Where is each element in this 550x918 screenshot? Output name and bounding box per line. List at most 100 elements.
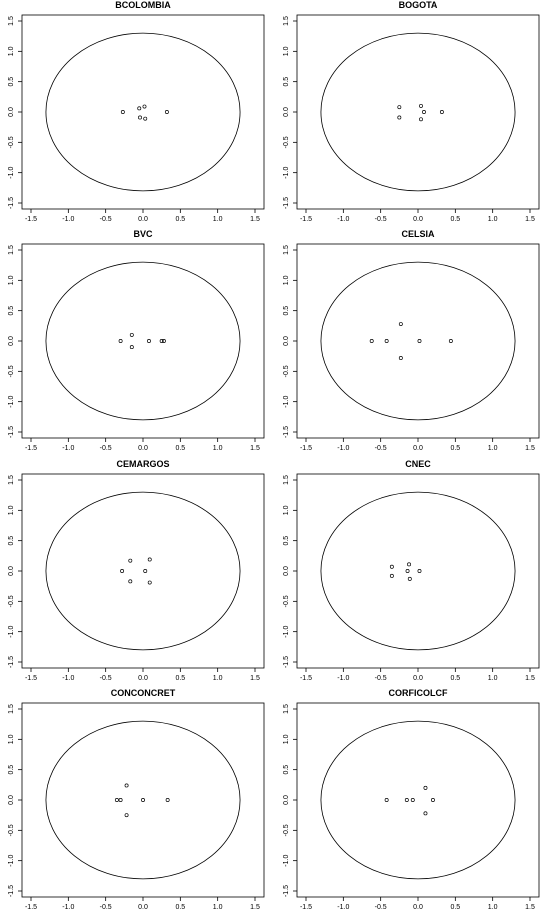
data-point bbox=[143, 116, 148, 121]
plot-frame bbox=[21, 702, 265, 898]
circle-outline bbox=[45, 491, 241, 651]
x-tick-label: 1.0 bbox=[213, 216, 223, 223]
y-tick-label: 0.0 bbox=[8, 336, 15, 346]
x-tick-label: 0.0 bbox=[138, 216, 148, 223]
y-tick-label: 0.0 bbox=[283, 795, 290, 805]
chart-panel: CELSIA -1.5 -1.0 -0.5 0.0 0.5 1.0 1.5 -1.5 -1.0 -0… bbox=[275, 229, 550, 458]
y-tick-label: -1.0 bbox=[8, 855, 15, 867]
data-point bbox=[419, 103, 423, 108]
x-tick-label: 1.5 bbox=[250, 216, 260, 223]
chart-title: BVC bbox=[133, 229, 153, 239]
x-tick-label: -1.5 bbox=[25, 445, 37, 452]
x-tick-label: 1.5 bbox=[250, 675, 260, 682]
y-tick-label: 0.0 bbox=[8, 795, 15, 805]
y-tick-label: -0.5 bbox=[8, 824, 15, 836]
data-point bbox=[161, 339, 166, 343]
y-tick-label: 1.5 bbox=[8, 704, 15, 714]
data-point bbox=[417, 569, 422, 573]
chart-panel: BVC -1.5 -1.0 -0.5 0.0 0.5 1.0 1.5 -1.5 -1.0 -0.5 0… bbox=[0, 229, 275, 458]
y-tick-label: -1.5 bbox=[8, 197, 15, 209]
x-tick-label: -1.5 bbox=[300, 216, 312, 223]
x-tick-label: 0.5 bbox=[175, 216, 185, 223]
circle-outline bbox=[320, 261, 516, 421]
data-point bbox=[129, 332, 134, 337]
y-tick-label: -1.5 bbox=[8, 885, 15, 897]
x-tick-label: -1.0 bbox=[337, 445, 349, 452]
x-tick-label: 0.5 bbox=[175, 904, 185, 911]
x-tick-label: 0.0 bbox=[138, 445, 148, 452]
data-point bbox=[128, 579, 133, 584]
data-point bbox=[404, 798, 409, 802]
x-tick-label: 0.5 bbox=[175, 445, 185, 452]
plot-frame bbox=[296, 702, 540, 898]
circle-outline bbox=[320, 491, 516, 651]
data-point bbox=[164, 110, 169, 114]
chart-svg: CORFICOLCF -1.5 -1.0 -0.5 0.0 0.5 1.0 1.5 -1.5 -1… bbox=[283, 688, 540, 911]
circle-outline bbox=[320, 32, 516, 192]
y-tick-label: -1.0 bbox=[283, 167, 290, 179]
y-tick-label: -1.0 bbox=[283, 396, 290, 408]
x-tick-label: 0.0 bbox=[413, 445, 423, 452]
data-point bbox=[141, 798, 145, 802]
data-point bbox=[137, 106, 142, 111]
y-tick-label: 1.5 bbox=[8, 245, 15, 255]
data-point bbox=[147, 580, 152, 585]
x-tick-label: 0.5 bbox=[450, 904, 460, 911]
y-tick-label: -0.5 bbox=[8, 365, 15, 377]
y-tick-label: 0.0 bbox=[8, 107, 15, 117]
x-tick-label: -1.0 bbox=[62, 904, 74, 911]
x-tick-label: 1.0 bbox=[213, 445, 223, 452]
x-tick-label: -0.5 bbox=[375, 904, 387, 911]
data-point bbox=[114, 798, 119, 802]
y-tick-label: 1.5 bbox=[8, 16, 15, 26]
chart-panel: BOGOTA -1.5 -1.0 -0.5 0.0 0.5 1.0 1.5 -1.5 -1.0 -0… bbox=[275, 0, 550, 229]
x-tick-label: -1.5 bbox=[300, 904, 312, 911]
x-tick-label: 0.0 bbox=[413, 216, 423, 223]
x-tick-label: -1.5 bbox=[300, 675, 312, 682]
x-tick-label: 1.0 bbox=[213, 904, 223, 911]
chart-panel: BCOLOMBIA -1.5 -1.0 -0.5 0.0 0.5 1.0 1.5 -1.5 -1.… bbox=[0, 0, 275, 229]
x-tick-label: 0.5 bbox=[175, 675, 185, 682]
circle-outline bbox=[45, 720, 241, 880]
chart-panel: CNEC -1.5 -1.0 -0.5 0.0 0.5 1.0 1.5 -1.5 -1.0 -0.5… bbox=[275, 459, 550, 688]
y-tick-label: 0.0 bbox=[283, 566, 290, 576]
chart-panel: CONCONCRET -1.5 -1.0 -0.5 0.0 0.5 1.0 1.5 -1.5 -1… bbox=[0, 688, 275, 917]
x-tick-label: -1.0 bbox=[337, 904, 349, 911]
data-point bbox=[384, 798, 389, 802]
x-tick-label: 1.5 bbox=[525, 445, 535, 452]
x-tick-label: 1.5 bbox=[525, 216, 535, 223]
y-tick-label: -1.5 bbox=[283, 885, 290, 897]
data-point bbox=[138, 115, 142, 120]
data-point bbox=[407, 576, 412, 581]
x-tick-label: 1.5 bbox=[525, 675, 535, 682]
x-tick-label: -0.5 bbox=[100, 216, 112, 223]
data-point bbox=[398, 322, 403, 326]
x-tick-label: -0.5 bbox=[375, 445, 387, 452]
y-tick-label: -1.5 bbox=[283, 656, 290, 668]
data-point bbox=[422, 110, 426, 114]
data-point bbox=[124, 783, 129, 788]
x-tick-label: 0.5 bbox=[450, 445, 460, 452]
y-tick-label: -1.0 bbox=[8, 167, 15, 179]
y-tick-label: 0.5 bbox=[283, 306, 290, 316]
data-point bbox=[423, 785, 428, 790]
x-tick-label: 1.0 bbox=[488, 216, 498, 223]
y-tick-label: -0.5 bbox=[283, 365, 290, 377]
data-point bbox=[389, 564, 394, 569]
y-tick-label: 1.0 bbox=[8, 505, 15, 515]
x-tick-label: 1.5 bbox=[525, 904, 535, 911]
plot-frame bbox=[296, 14, 540, 210]
x-tick-label: 0.0 bbox=[138, 675, 148, 682]
y-tick-label: 1.0 bbox=[283, 734, 290, 744]
data-point bbox=[120, 110, 125, 114]
chart-svg: CEMARGOS -1.5 -1.0 -0.5 0.0 0.5 1.0 1.5 -1.5 -1.0… bbox=[8, 459, 265, 682]
x-tick-label: 0.0 bbox=[413, 904, 423, 911]
plot-frame bbox=[21, 14, 265, 210]
data-point bbox=[143, 569, 148, 573]
x-tick-label: -0.5 bbox=[375, 675, 387, 682]
data-point bbox=[120, 569, 125, 573]
data-point bbox=[165, 798, 170, 802]
data-point bbox=[124, 813, 129, 818]
y-tick-label: 0.5 bbox=[8, 765, 15, 775]
data-point bbox=[147, 557, 152, 562]
